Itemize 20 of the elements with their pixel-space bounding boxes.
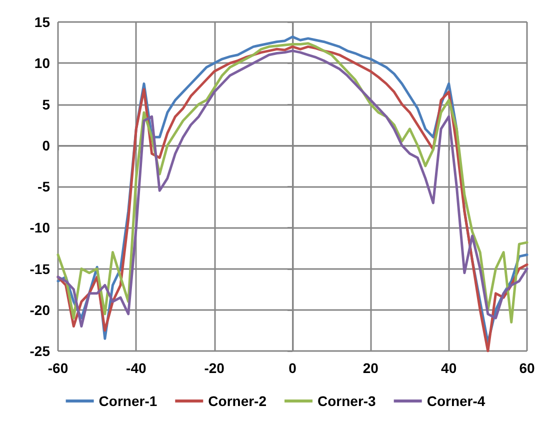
legend-label: Corner-3 <box>318 393 376 409</box>
x-tick-label: -60 <box>48 360 68 376</box>
y-tick-label: -5 <box>38 178 50 194</box>
legend-label: Corner-1 <box>98 393 158 409</box>
legend-label: Corner-2 <box>208 393 267 409</box>
y-tick-label: -20 <box>30 302 50 318</box>
x-tick-label: 60 <box>519 360 535 376</box>
y-tick-label: -25 <box>30 343 50 359</box>
y-tick-label: 0 <box>42 137 50 154</box>
x-tick-label: 0 <box>288 360 297 376</box>
x-tick-label: 40 <box>441 360 457 376</box>
x-tick-label: 20 <box>362 360 379 376</box>
x-tick-label: -40 <box>126 360 146 376</box>
y-tick-label: -15 <box>30 260 50 277</box>
y-tick-label: -10 <box>30 220 50 236</box>
y-tick-label: 15 <box>34 14 50 30</box>
y-tick-label: 10 <box>34 55 50 72</box>
x-tick-label: -20 <box>204 360 225 376</box>
legend-label: Corner-4 <box>426 393 486 409</box>
y-tick-label: 5 <box>42 96 50 112</box>
